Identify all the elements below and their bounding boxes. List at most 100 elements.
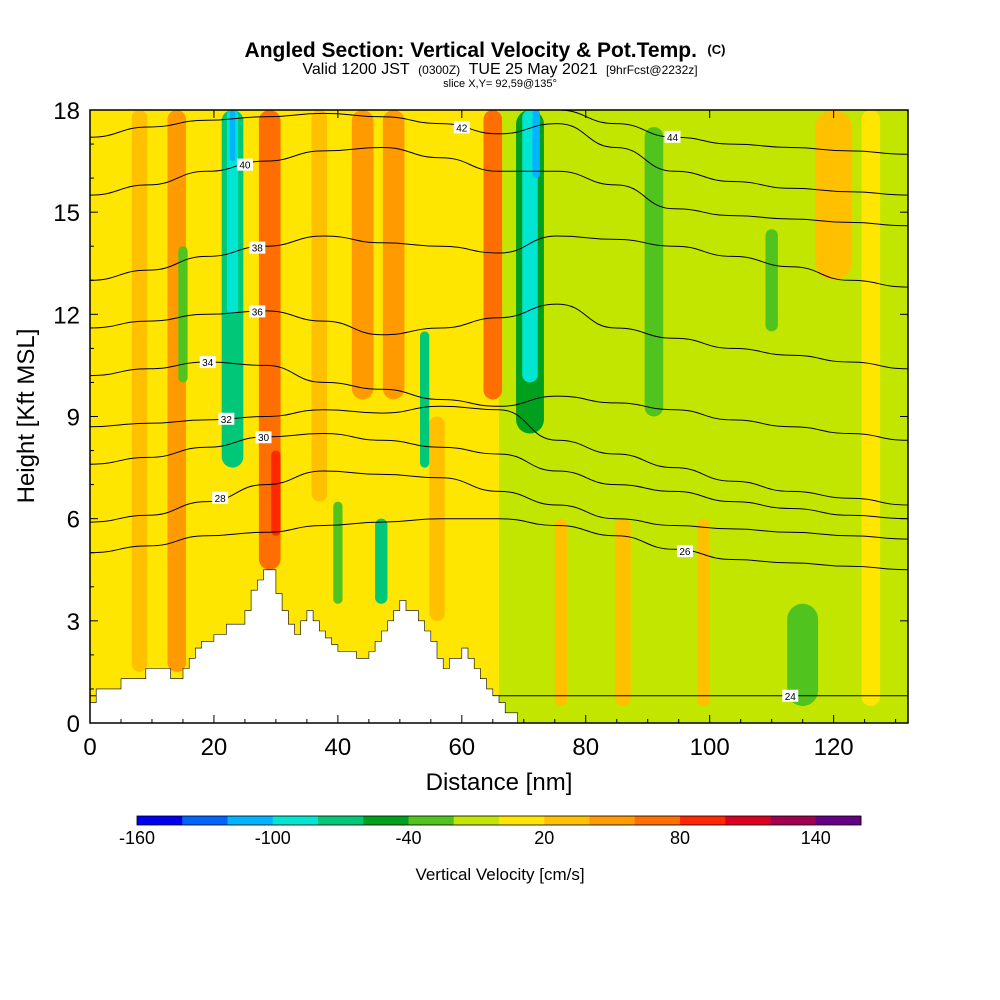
colorbar-tick-label: 20 (534, 828, 554, 848)
colorbar-swatch (770, 816, 817, 825)
downdraft-column (226, 110, 239, 315)
y-tick-label: 0 (67, 711, 80, 738)
theta-contour-label: 38 (252, 244, 264, 255)
y-tick-label: 9 (67, 405, 80, 432)
theta-contour-label-bg (236, 158, 253, 171)
downdraft-column (375, 518, 388, 604)
theta-contour-line (90, 432, 908, 520)
subtitle-valid: Valid 1200 JST (302, 61, 410, 78)
updraft-column (382, 110, 405, 400)
downdraft-column (787, 603, 819, 706)
theta-contour-label: 44 (667, 133, 679, 144)
theta-contour-label-bg (782, 689, 799, 702)
colorbar-tick-label: -100 (255, 828, 291, 848)
colorbar-swatch (272, 816, 319, 825)
plot-area: 24 26 28 30 32 34 36 38 40 42 44 (90, 110, 908, 723)
colorbar-swatch (725, 816, 771, 825)
chart-title: Angled Section: Vertical Velocity & Pot.… (245, 39, 726, 62)
colorbar-swatch (815, 816, 862, 825)
colorbar-swatch (499, 816, 545, 825)
colorbar-swatch (680, 816, 726, 825)
theta-contour-line (90, 361, 908, 441)
colorbar-tick-label: -40 (395, 828, 421, 848)
colorbar-tick-label: 80 (670, 828, 690, 848)
downdraft-column (229, 110, 236, 162)
chart-title-suffix: (C) (707, 42, 725, 57)
y-tick-label: 15 (53, 200, 80, 227)
colorbar-swatch (182, 816, 228, 825)
x-tick-label: 80 (572, 734, 599, 761)
subtitle-utc: (0300Z) (418, 63, 460, 77)
downdraft-column (178, 246, 188, 383)
updraft-column (615, 518, 631, 706)
theta-contour-label-bg (676, 545, 693, 558)
colorbar-swatch (408, 816, 455, 825)
colorbar-frame (136, 815, 862, 826)
terrain-mask (90, 569, 537, 723)
colorbar-swatch (227, 816, 274, 825)
updraft-column (131, 110, 148, 672)
theta-contour-label-bg (218, 412, 235, 425)
theta-contour-label-bg (664, 130, 681, 143)
x-tick-label: 20 (201, 734, 228, 761)
theta-contours: 24 26 28 30 32 34 36 38 40 42 44 (90, 110, 908, 703)
colorbar-swatch (137, 816, 183, 825)
colorbar-swatch (453, 816, 500, 825)
updraft-column (167, 110, 187, 672)
theta-contour-line (90, 405, 908, 506)
theta-contour-label: 42 (456, 123, 468, 134)
theta-contour-label: 36 (252, 307, 264, 318)
theta-contour-label-bg (255, 431, 272, 444)
colorbar: -160 -100 -40 20 80 140 (119, 815, 862, 848)
downdraft-column (765, 229, 778, 332)
theta-contour-label: 30 (258, 433, 270, 444)
y-axis-label: Height [Kft MSL] (13, 329, 40, 504)
x-tick-label: 40 (325, 734, 352, 761)
colorbar-swatch (363, 816, 409, 825)
x-axis-label: Distance [nm] (426, 769, 573, 796)
theta-contour-label-bg (199, 356, 216, 369)
colorbar-swatch (318, 816, 364, 825)
subtitle-date: TUE 25 May 2021 (469, 61, 598, 78)
colorbar-tick-label: -160 (119, 828, 155, 848)
theta-contour-label: 34 (202, 358, 214, 369)
y-tick-label: 18 (53, 98, 80, 125)
x-tick-label: 100 (690, 734, 730, 761)
theta-contour-line (90, 112, 908, 196)
subtitle-forecast: [9hrFcst@2232z] (606, 63, 698, 77)
updraft-column (271, 450, 281, 536)
theta-contour-label-bg (212, 491, 229, 504)
theta-contour-label: 32 (221, 415, 233, 426)
downdraft-column (644, 127, 664, 417)
x-tick-label: 120 (814, 734, 854, 761)
colorbar-swatch (544, 816, 590, 825)
field-west-band (90, 110, 499, 723)
y-tick-label: 12 (53, 302, 80, 329)
chart-slice-info: slice X,Y= 92,59@135° (443, 78, 557, 90)
theta-contour-line (90, 303, 908, 370)
theta-contour-label: 28 (215, 494, 227, 505)
updraft-column (554, 518, 568, 706)
theta-contour-line (90, 110, 908, 155)
theta-contour-label-bg (249, 241, 266, 254)
y-tick-label: 3 (67, 609, 80, 636)
downdraft-column (532, 110, 540, 179)
theta-contour-label: 24 (785, 692, 797, 703)
velocity-field (131, 110, 881, 706)
updraft-column (311, 110, 328, 502)
x-axis: 0 20 40 60 80 100 120 (83, 110, 897, 761)
updraft-column (815, 110, 853, 281)
theta-contour-line (90, 146, 908, 227)
chart-title-main: Angled Section: Vertical Velocity & Pot.… (245, 39, 697, 62)
chart-subtitle: Valid 1200 JST (0300Z) TUE 25 May 2021 [… (302, 61, 697, 78)
colorbar-label: Vertical Velocity [cm/s] (415, 865, 584, 884)
theta-contour-label-bg (453, 121, 470, 134)
updraft-column (483, 110, 503, 400)
updraft-column (351, 110, 374, 400)
updraft-column (861, 110, 881, 706)
updraft-column (697, 518, 710, 706)
y-tick-label: 6 (67, 507, 80, 534)
theta-contour-label: 40 (239, 161, 251, 172)
x-tick-label: 0 (83, 734, 96, 761)
